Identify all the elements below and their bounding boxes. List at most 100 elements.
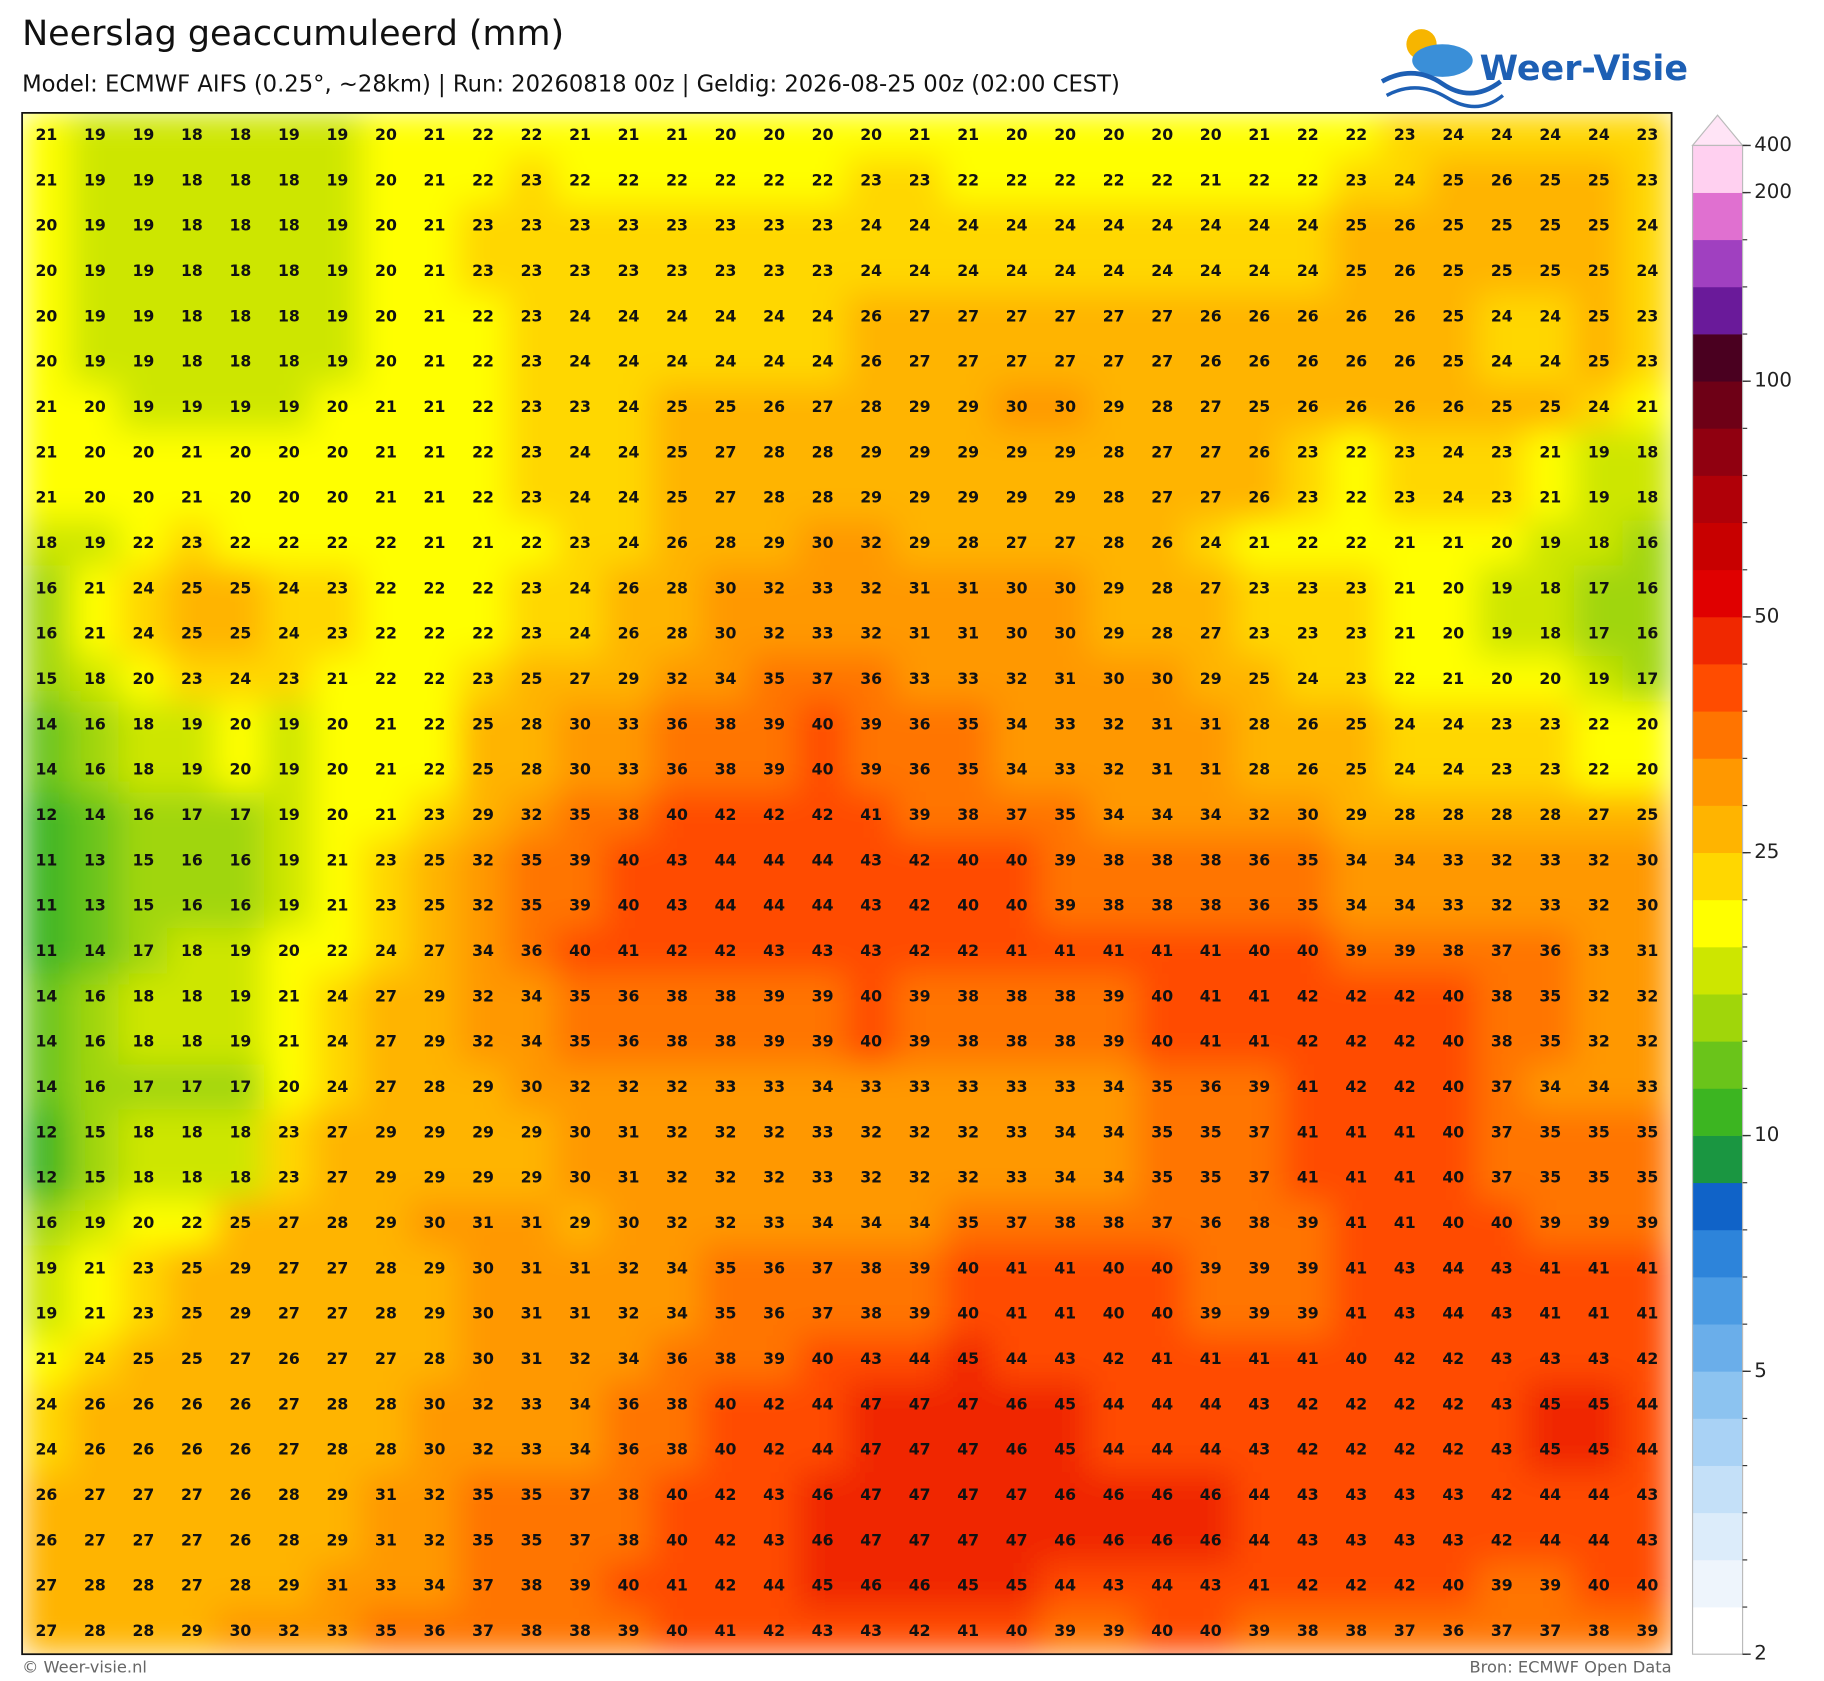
cell — [894, 928, 945, 975]
cell — [458, 1336, 508, 1383]
cell — [1282, 1290, 1333, 1338]
cell-value: 19 — [327, 125, 349, 144]
cell-value: 26 — [1394, 397, 1416, 416]
cell — [22, 1245, 72, 1293]
cell — [652, 429, 702, 477]
cell-value: 35 — [375, 1621, 397, 1640]
cell-value: 28 — [278, 1485, 300, 1504]
cell-value: 39 — [618, 1621, 640, 1640]
cell — [943, 792, 993, 839]
cell — [1040, 882, 1091, 930]
cell — [1331, 973, 1382, 1021]
cell-value: 47 — [909, 1485, 931, 1504]
cell-value: 34 — [1103, 805, 1125, 824]
cell — [167, 248, 217, 295]
cell-value: 32 — [715, 1168, 737, 1187]
cell — [652, 1472, 702, 1519]
cell — [603, 112, 654, 159]
cell — [1088, 1290, 1139, 1338]
cell-value: 16 — [229, 896, 251, 915]
cell-value: 21 — [424, 352, 446, 371]
cell — [1574, 157, 1624, 205]
cell-value: 39 — [1491, 1576, 1513, 1595]
cell-value: 36 — [424, 1621, 446, 1640]
cell — [409, 520, 460, 567]
cell-value: 41 — [1151, 1349, 1173, 1368]
cell — [1088, 565, 1139, 613]
cell-value: 33 — [812, 1168, 834, 1187]
cell — [1476, 1245, 1527, 1293]
cell-value: 23 — [1394, 442, 1416, 461]
cell — [1282, 701, 1333, 749]
cell — [1525, 429, 1576, 477]
cell-value: 42 — [715, 941, 737, 960]
cell-value: 41 — [1297, 1349, 1319, 1368]
cell — [118, 429, 169, 477]
cell-value: 18 — [1636, 442, 1658, 461]
cell — [167, 429, 217, 477]
cell-value: 40 — [715, 1440, 737, 1459]
cell — [215, 792, 266, 839]
cell — [894, 746, 945, 794]
cell-value: 24 — [1151, 261, 1173, 280]
cell — [1088, 1426, 1139, 1474]
cell — [1282, 837, 1333, 885]
cell — [700, 520, 751, 567]
cell — [894, 1200, 945, 1247]
cell-value: 38 — [521, 1576, 543, 1595]
cell — [846, 973, 896, 1021]
cell-value: 30 — [521, 1077, 543, 1096]
cell-value: 25 — [424, 850, 446, 869]
cell-value: 31 — [618, 1122, 640, 1141]
cell — [1331, 1290, 1382, 1338]
cell — [506, 1109, 557, 1157]
cell — [603, 973, 654, 1021]
cell-value: 24 — [1539, 306, 1561, 325]
cell-value: 26 — [1297, 714, 1319, 733]
cell-value: 43 — [1394, 1530, 1416, 1549]
cell-value: 22 — [715, 170, 737, 189]
cell-value: 38 — [860, 1304, 882, 1323]
cell — [118, 1517, 169, 1565]
cell-value: 41 — [1151, 941, 1173, 960]
cell — [312, 837, 363, 885]
cell-value: 40 — [1151, 1258, 1173, 1277]
cell-value: 40 — [666, 1621, 688, 1640]
cell-value: 22 — [521, 125, 543, 144]
cell — [1476, 293, 1527, 341]
cell-value: 43 — [1054, 1349, 1076, 1368]
cell — [1088, 656, 1139, 703]
cell-value: 19 — [278, 714, 300, 733]
cell-value: 43 — [666, 896, 688, 915]
cell — [22, 1472, 72, 1519]
cell-value: 34 — [715, 669, 737, 688]
cell — [894, 610, 945, 658]
cell — [409, 1381, 460, 1429]
cell — [1574, 474, 1624, 522]
cell — [1428, 656, 1479, 703]
cell-value: 21 — [424, 125, 446, 144]
cell-value: 23 — [521, 442, 543, 461]
cell — [1088, 1200, 1139, 1247]
cell-value: 26 — [1394, 306, 1416, 325]
cell — [700, 973, 751, 1021]
cell — [846, 248, 896, 295]
cell — [506, 928, 557, 975]
cell — [506, 792, 557, 839]
cell — [409, 565, 460, 613]
cell — [603, 338, 654, 386]
cell-value: 41 — [1345, 1213, 1367, 1232]
cell-value: 26 — [1345, 306, 1367, 325]
cell-value: 19 — [1588, 488, 1610, 507]
cell — [1040, 1472, 1091, 1519]
cell-value: 38 — [1248, 1213, 1270, 1232]
cell-value: 20 — [229, 488, 251, 507]
cell-value: 20 — [860, 125, 882, 144]
cell — [1234, 1426, 1285, 1474]
cell — [167, 1381, 217, 1429]
cell — [1137, 520, 1188, 567]
cell — [943, 1517, 993, 1565]
cell — [749, 293, 799, 341]
cell — [1185, 474, 1236, 522]
cell — [1137, 837, 1188, 885]
